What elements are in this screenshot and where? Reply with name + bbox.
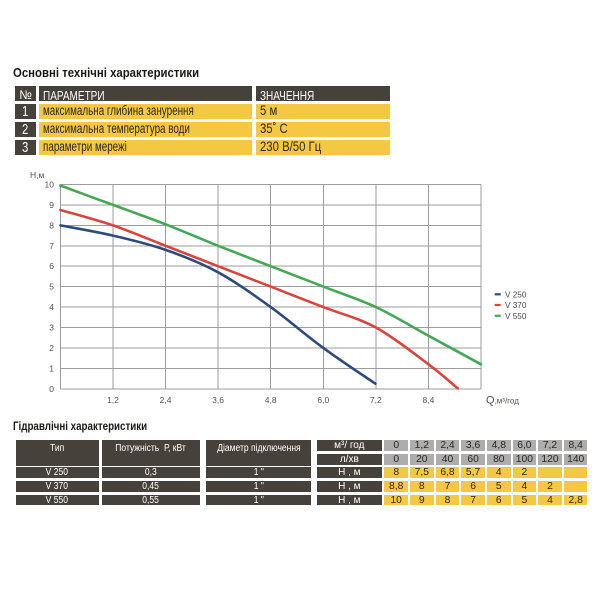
svg-text:3,6: 3,6 xyxy=(212,395,224,405)
svg-text:1,2: 1,2 xyxy=(107,395,119,405)
svg-text:Н,м: Н,м xyxy=(30,170,45,180)
svg-text:0: 0 xyxy=(49,384,54,394)
svg-text:8,4: 8,4 xyxy=(422,395,434,405)
svg-text:V 550: V 550 xyxy=(505,312,527,321)
svg-text:7,2: 7,2 xyxy=(370,395,382,405)
svg-text:7: 7 xyxy=(49,241,54,251)
svg-text:V 250: V 250 xyxy=(505,290,527,299)
svg-text:6: 6 xyxy=(49,261,54,271)
svg-text:3: 3 xyxy=(49,323,54,333)
svg-text:9: 9 xyxy=(49,200,54,210)
svg-text:4: 4 xyxy=(49,302,54,312)
svg-text:2,4: 2,4 xyxy=(160,395,172,405)
svg-text:2: 2 xyxy=(49,343,54,353)
svg-text:Q,м³/год: Q,м³/год xyxy=(486,395,519,407)
svg-text:10: 10 xyxy=(45,180,55,190)
svg-text:5: 5 xyxy=(49,282,54,292)
svg-text:8: 8 xyxy=(49,220,54,230)
svg-text:4,8: 4,8 xyxy=(265,395,277,405)
svg-text:1: 1 xyxy=(49,363,54,373)
svg-text:6,0: 6,0 xyxy=(317,395,329,405)
svg-text:V 370: V 370 xyxy=(505,301,527,310)
